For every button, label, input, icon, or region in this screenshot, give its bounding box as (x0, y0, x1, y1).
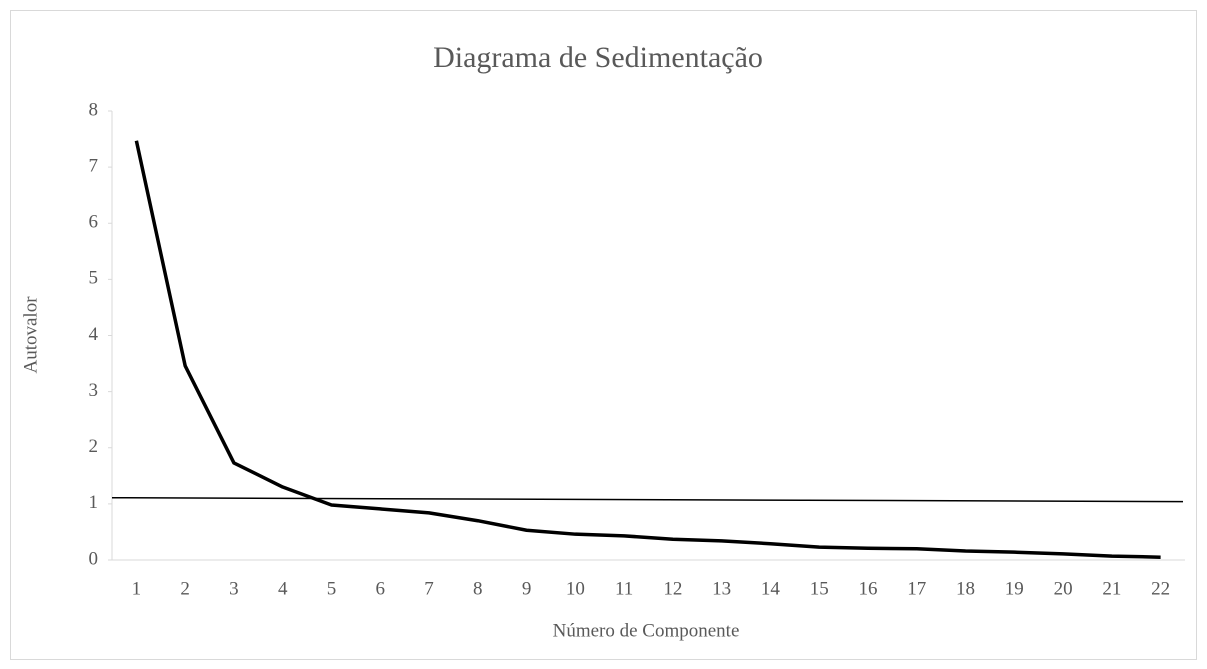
x-tick-label: 21 (1102, 578, 1121, 599)
y-tick-label: 8 (89, 99, 99, 120)
x-axis-title: Número de Componente (553, 620, 740, 641)
x-tick-label: 20 (1054, 578, 1073, 599)
y-tick-label: 0 (89, 548, 99, 569)
chart-title: Diagrama de Sedimentação (433, 41, 763, 74)
y-axis-title: Autovalor (20, 296, 41, 374)
y-tick-label: 5 (89, 268, 99, 289)
x-tick-label: 1 (132, 578, 142, 599)
y-tick-label: 3 (89, 380, 99, 401)
x-tick-label: 5 (327, 578, 337, 599)
y-tick-label: 6 (89, 212, 99, 233)
x-tick-label: 19 (1005, 578, 1024, 599)
x-tick-label: 13 (712, 578, 731, 599)
x-tick-label: 12 (663, 578, 682, 599)
chart-frame (10, 10, 1197, 660)
x-tick-label: 16 (858, 578, 877, 599)
y-tick-label: 7 (89, 155, 99, 176)
reference-line (111, 496, 1184, 503)
x-tick-label: 10 (566, 578, 585, 599)
x-tick-label: 17 (907, 578, 926, 599)
x-tick-label: 11 (615, 578, 633, 599)
x-tick-label: 4 (278, 578, 288, 599)
x-tick-label: 15 (810, 578, 829, 599)
x-tick-label: 3 (229, 578, 239, 599)
x-tick-label: 9 (522, 578, 532, 599)
y-tick-label: 4 (89, 324, 99, 345)
x-tick-label: 14 (761, 578, 781, 599)
x-tick-label: 6 (376, 578, 386, 599)
x-tick-label: 8 (473, 578, 483, 599)
x-tick-label: 22 (1151, 578, 1170, 599)
x-tick-label: 7 (424, 578, 434, 599)
data-line (134, 140, 1161, 559)
x-tick-label: 18 (956, 578, 975, 599)
y-tick-label: 2 (89, 436, 99, 457)
x-tick-label: 2 (180, 578, 190, 599)
y-tick-label: 1 (89, 492, 99, 513)
